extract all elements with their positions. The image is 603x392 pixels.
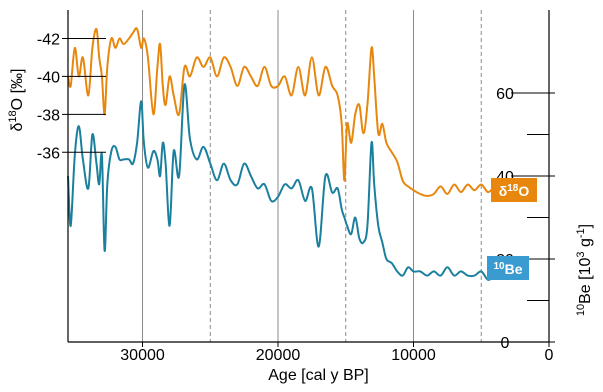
- x-axis-title: Age [cal y BP]: [268, 367, 369, 384]
- label-layer: -42-40-38-3602040603000020000100000Age […: [7, 31, 594, 384]
- series-line-be10: [67, 83, 506, 281]
- series-line-d18o: [67, 27, 507, 197]
- series-layer: [67, 27, 507, 281]
- right-axis-title: 10Be [103 g-1]: [575, 224, 594, 316]
- bottom-tick-label: 20000: [256, 347, 301, 364]
- series-badge-d18o-label: δ18O: [499, 183, 530, 200]
- left-axis-title: δ18O [‰]: [7, 69, 26, 132]
- bottom-tick-label: 30000: [120, 347, 165, 364]
- bottom-tick-label: 10000: [391, 347, 436, 364]
- bottom-tick-label: 0: [545, 347, 554, 364]
- left-tick-label: -40: [37, 69, 60, 86]
- axis-layer: [62, 10, 555, 347]
- right-tick-label: 0: [501, 335, 510, 352]
- left-tick-label: -36: [37, 145, 60, 162]
- right-tick-label: 60: [496, 86, 514, 103]
- left-tick-label: -42: [37, 31, 60, 48]
- grid-layer: [142, 10, 482, 342]
- series-badge-be10-label: 10Be: [493, 261, 522, 278]
- left-tick-label: -38: [37, 107, 60, 124]
- series-badge-be10: [487, 256, 529, 280]
- series-badge-d18o: [491, 178, 537, 202]
